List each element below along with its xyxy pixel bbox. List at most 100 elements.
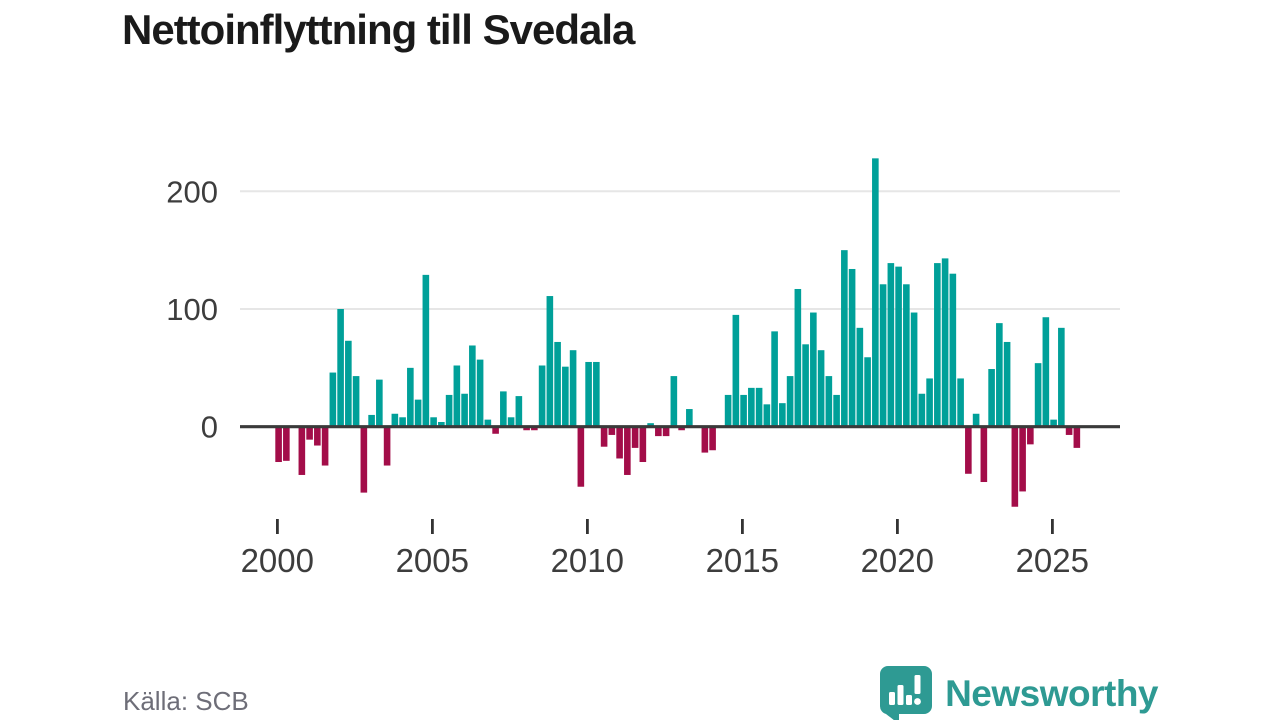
- bar-negative: [383, 426, 391, 466]
- bar-positive: [507, 417, 515, 427]
- bar-negative: [298, 426, 306, 475]
- bar-positive: [484, 419, 492, 427]
- bar-negative: [608, 426, 616, 435]
- bar-negative: [523, 426, 530, 431]
- bar-negative: [662, 426, 670, 437]
- y-axis-label: 0: [201, 410, 218, 445]
- bar-positive: [748, 387, 755, 427]
- bar-positive: [1050, 419, 1057, 427]
- newsworthy-logo-icon: [880, 666, 933, 720]
- bar-positive: [562, 366, 569, 427]
- bar-negative: [1065, 426, 1073, 435]
- bar-positive: [949, 273, 957, 427]
- bar-positive: [407, 367, 414, 427]
- bar-positive: [368, 414, 375, 427]
- bar-positive: [864, 357, 871, 427]
- bar-positive: [376, 379, 383, 427]
- bar-positive: [794, 288, 802, 427]
- x-axis-label: 2015: [706, 542, 779, 579]
- bar-positive: [926, 378, 933, 427]
- source-label: Källa: SCB: [123, 686, 249, 716]
- x-axis-label: 2005: [396, 542, 469, 579]
- bar-positive: [972, 413, 980, 427]
- bar-negative: [616, 426, 623, 459]
- bar-positive: [469, 345, 476, 427]
- bar-positive: [887, 263, 895, 427]
- bar-positive: [802, 344, 809, 427]
- bar-positive: [430, 417, 437, 427]
- bar-positive: [1003, 341, 1011, 427]
- bar-positive: [670, 376, 678, 427]
- bar-positive: [422, 274, 430, 427]
- bar-positive: [453, 365, 461, 427]
- bar-positive: [996, 323, 1003, 427]
- bar-positive: [810, 312, 817, 427]
- bar-positive: [438, 421, 445, 427]
- bar-negative: [639, 426, 647, 463]
- brand-footer: Newsworthy: [877, 664, 1158, 720]
- bar-negative: [965, 426, 972, 474]
- bar-negative: [655, 426, 662, 437]
- bar-positive: [538, 365, 546, 427]
- bar-negative: [1073, 426, 1081, 448]
- bar-positive: [399, 417, 406, 427]
- bar-negative: [701, 426, 709, 453]
- x-axis-label: 2025: [1016, 542, 1089, 579]
- bar-positive: [585, 361, 592, 427]
- bar-positive: [848, 268, 856, 427]
- bar-negative: [678, 426, 685, 431]
- bar-positive: [352, 376, 360, 427]
- bar-positive: [903, 284, 910, 427]
- bar-negative: [283, 426, 290, 461]
- bar-negative: [492, 426, 499, 434]
- bar-positive: [1034, 363, 1042, 427]
- bar-negative: [275, 426, 282, 463]
- x-tick-mark: [896, 519, 899, 534]
- x-tick-mark: [741, 519, 744, 534]
- bar-negative: [306, 426, 313, 440]
- bar-positive: [732, 314, 740, 427]
- bar-negative: [1027, 426, 1034, 445]
- bar-positive: [872, 158, 879, 427]
- bar-negative: [1019, 426, 1026, 492]
- bar-positive: [546, 296, 554, 427]
- bar-positive: [554, 341, 561, 427]
- bar-negative: [360, 426, 368, 493]
- x-tick-mark: [276, 519, 279, 534]
- bar-positive: [957, 378, 964, 427]
- bar-positive: [345, 340, 352, 427]
- bar-positive: [337, 309, 344, 427]
- bar-positive: [445, 394, 453, 427]
- bar-positive: [918, 393, 926, 427]
- bar-positive: [461, 393, 468, 427]
- brand-name: Newsworthy: [945, 673, 1158, 714]
- bar-positive: [724, 394, 732, 427]
- bar-positive: [841, 250, 848, 427]
- x-axis-label: 2000: [241, 542, 314, 579]
- bar-positive: [686, 409, 693, 427]
- bar-positive: [740, 394, 747, 427]
- bar-positive: [500, 391, 507, 427]
- bar-positive: [593, 361, 600, 427]
- bar-positive: [817, 350, 825, 427]
- bar-positive: [856, 327, 864, 427]
- bar-negative: [600, 426, 608, 447]
- bar-positive: [391, 413, 399, 427]
- bar-positive: [515, 396, 523, 427]
- bar-negative: [631, 426, 639, 448]
- bar-positive: [569, 350, 577, 427]
- x-axis-label: 2020: [861, 542, 934, 579]
- bar-positive: [934, 263, 941, 427]
- bar-positive: [833, 394, 840, 427]
- page-title: Nettoinflyttning till Svedala: [122, 6, 635, 53]
- bar-positive: [476, 359, 484, 427]
- bar-negative: [980, 426, 988, 483]
- bar-negative: [709, 426, 716, 451]
- bar-negative: [1011, 426, 1019, 507]
- bar-negative: [577, 426, 585, 487]
- x-axis-label: 2010: [551, 542, 624, 579]
- bar-positive: [941, 258, 949, 427]
- bar-positive: [755, 387, 763, 427]
- x-tick-mark: [586, 519, 589, 534]
